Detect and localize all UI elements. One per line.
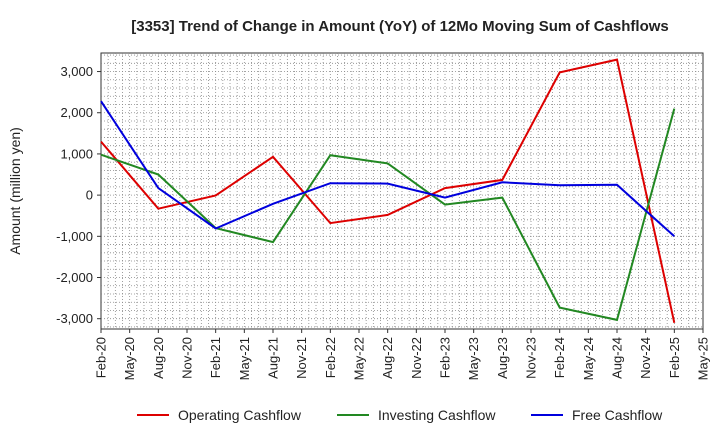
x-tick-label: Aug-23 bbox=[495, 337, 510, 379]
x-tick-label: Feb-22 bbox=[323, 337, 338, 378]
series-line-operating-cashflow bbox=[100, 58, 676, 324]
x-tick-label: Feb-20 bbox=[94, 337, 109, 378]
x-tick-label: May-21 bbox=[237, 337, 252, 380]
legend-label-investing-cashflow: Investing Cashflow bbox=[378, 407, 496, 423]
x-tick-label: Aug-22 bbox=[380, 337, 395, 379]
x-tick-label: Feb-24 bbox=[552, 337, 567, 378]
series bbox=[100, 58, 676, 324]
y-axis-label: Amount (million yen) bbox=[7, 127, 23, 255]
y-tick-label: 3,000 bbox=[60, 64, 93, 79]
legend: Operating Cashflow Investing Cashflow Free… bbox=[137, 407, 663, 423]
x-tick-label: May-22 bbox=[352, 337, 367, 380]
x-tick-label: Feb-21 bbox=[208, 337, 223, 378]
series-line-free-cashflow bbox=[100, 100, 675, 238]
legend-label-operating-cashflow: Operating Cashflow bbox=[178, 407, 302, 423]
chart-title: [3353] Trend of Change in Amount (YoY) o… bbox=[131, 18, 669, 35]
y-tick-label: 1,000 bbox=[60, 146, 93, 161]
x-tick-label: Nov-21 bbox=[294, 337, 309, 379]
x-tick-label: May-25 bbox=[696, 337, 711, 380]
y-tick-label: 2,000 bbox=[60, 105, 93, 120]
y-axis: 3,000 2,000 1,000 0 -1,000 -2,000 -3,000 bbox=[56, 64, 101, 326]
x-axis: Feb-20 May-20 Aug-20 Nov-20 Feb-21 May-21 Aug-… bbox=[94, 329, 711, 380]
x-tick-label: Feb-23 bbox=[438, 337, 453, 378]
y-tick-label: -1,000 bbox=[56, 229, 93, 244]
x-tick-label: Nov-23 bbox=[524, 337, 539, 379]
x-tick-label: Nov-22 bbox=[409, 337, 424, 379]
x-tick-label: May-24 bbox=[581, 337, 596, 380]
x-tick-label: May-23 bbox=[466, 337, 481, 380]
x-tick-label: Nov-20 bbox=[180, 337, 195, 379]
y-tick-label: -3,000 bbox=[56, 311, 93, 326]
series-line-investing-cashflow bbox=[100, 108, 676, 322]
x-tick-label: Aug-20 bbox=[151, 337, 166, 379]
x-tick-label: Aug-24 bbox=[610, 337, 625, 379]
y-tick-label: -2,000 bbox=[56, 270, 93, 285]
x-tick-label: Nov-24 bbox=[638, 337, 653, 379]
legend-label-free-cashflow: Free Cashflow bbox=[572, 407, 663, 423]
x-tick-label: Aug-21 bbox=[266, 337, 281, 379]
y-tick-label: 0 bbox=[86, 188, 93, 203]
x-tick-label: May-20 bbox=[122, 337, 137, 380]
x-tick-label: Feb-25 bbox=[667, 337, 682, 378]
